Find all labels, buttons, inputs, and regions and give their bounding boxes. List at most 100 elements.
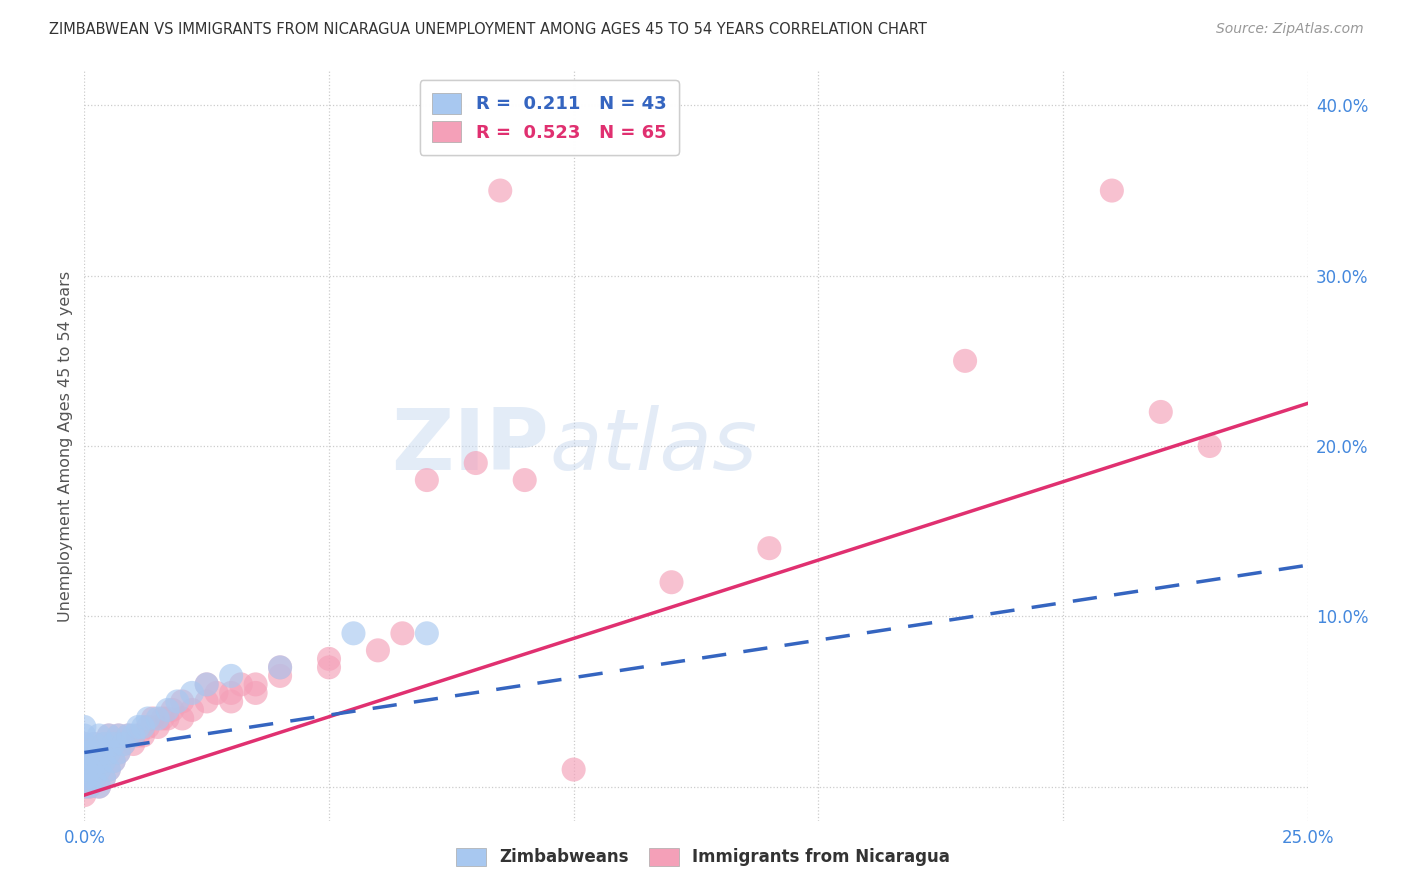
- Point: [97, 729, 120, 743]
- Point: [416, 626, 439, 640]
- Point: [489, 184, 512, 198]
- Point: [136, 711, 159, 725]
- Point: [127, 720, 149, 734]
- Point: [156, 711, 179, 725]
- Point: [93, 754, 115, 768]
- Point: [107, 729, 129, 743]
- Point: [195, 694, 218, 708]
- Text: ZIMBABWEAN VS IMMIGRANTS FROM NICARAGUA UNEMPLOYMENT AMONG AGES 45 TO 54 YEARS C: ZIMBABWEAN VS IMMIGRANTS FROM NICARAGUA …: [49, 22, 927, 37]
- Point: [245, 677, 267, 691]
- Point: [77, 763, 100, 777]
- Point: [97, 763, 120, 777]
- Point: [219, 686, 242, 700]
- Point: [758, 541, 780, 556]
- Point: [97, 746, 120, 760]
- Point: [93, 754, 115, 768]
- Point: [73, 780, 96, 794]
- Point: [661, 575, 683, 590]
- Point: [73, 763, 96, 777]
- Point: [73, 771, 96, 785]
- Point: [269, 669, 291, 683]
- Point: [181, 703, 204, 717]
- Point: [122, 729, 145, 743]
- Point: [73, 788, 96, 802]
- Point: [162, 703, 184, 717]
- Point: [73, 737, 96, 751]
- Point: [112, 737, 135, 751]
- Point: [342, 626, 364, 640]
- Point: [367, 643, 389, 657]
- Y-axis label: Unemployment Among Ages 45 to 54 years: Unemployment Among Ages 45 to 54 years: [58, 270, 73, 622]
- Point: [219, 694, 242, 708]
- Point: [1150, 405, 1173, 419]
- Point: [77, 780, 100, 794]
- Point: [103, 737, 125, 751]
- Point: [205, 686, 228, 700]
- Point: [107, 746, 129, 760]
- Point: [93, 737, 115, 751]
- Point: [1101, 184, 1123, 198]
- Point: [73, 746, 96, 760]
- Point: [77, 746, 100, 760]
- Point: [219, 669, 242, 683]
- Point: [391, 626, 413, 640]
- Point: [953, 354, 976, 368]
- Point: [152, 711, 174, 725]
- Point: [318, 660, 340, 674]
- Legend: Zimbabweans, Immigrants from Nicaragua: Zimbabweans, Immigrants from Nicaragua: [447, 839, 959, 875]
- Point: [166, 694, 188, 708]
- Point: [562, 763, 585, 777]
- Point: [1198, 439, 1220, 453]
- Point: [73, 746, 96, 760]
- Point: [103, 754, 125, 768]
- Point: [229, 677, 252, 691]
- Point: [269, 660, 291, 674]
- Point: [146, 720, 169, 734]
- Point: [513, 473, 536, 487]
- Text: atlas: atlas: [550, 404, 758, 488]
- Point: [83, 737, 105, 751]
- Point: [87, 763, 110, 777]
- Point: [73, 754, 96, 768]
- Point: [136, 720, 159, 734]
- Point: [87, 763, 110, 777]
- Point: [318, 652, 340, 666]
- Point: [103, 737, 125, 751]
- Legend: R =  0.211   N = 43, R =  0.523   N = 65: R = 0.211 N = 43, R = 0.523 N = 65: [419, 80, 679, 154]
- Point: [117, 729, 139, 743]
- Point: [127, 729, 149, 743]
- Point: [195, 677, 218, 691]
- Point: [83, 754, 105, 768]
- Point: [93, 771, 115, 785]
- Point: [83, 771, 105, 785]
- Point: [77, 746, 100, 760]
- Point: [195, 677, 218, 691]
- Point: [97, 746, 120, 760]
- Point: [83, 737, 105, 751]
- Point: [73, 729, 96, 743]
- Point: [172, 694, 194, 708]
- Point: [132, 729, 155, 743]
- Point: [269, 660, 291, 674]
- Text: ZIP: ZIP: [391, 404, 550, 488]
- Point: [416, 473, 439, 487]
- Point: [77, 763, 100, 777]
- Point: [87, 746, 110, 760]
- Point: [83, 771, 105, 785]
- Point: [464, 456, 486, 470]
- Text: Source: ZipAtlas.com: Source: ZipAtlas.com: [1216, 22, 1364, 37]
- Point: [146, 711, 169, 725]
- Point: [245, 686, 267, 700]
- Point: [73, 771, 96, 785]
- Point: [132, 720, 155, 734]
- Point: [83, 754, 105, 768]
- Point: [73, 780, 96, 794]
- Point: [117, 729, 139, 743]
- Point: [122, 737, 145, 751]
- Point: [87, 729, 110, 743]
- Point: [73, 737, 96, 751]
- Point: [87, 780, 110, 794]
- Point: [172, 711, 194, 725]
- Point: [73, 754, 96, 768]
- Point: [107, 746, 129, 760]
